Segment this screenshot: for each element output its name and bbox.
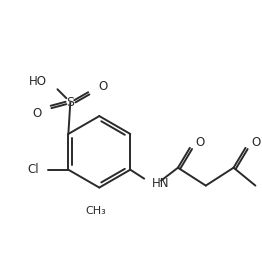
Text: HN: HN [152,177,170,190]
Text: HO: HO [29,75,46,88]
Text: S: S [66,96,74,109]
Text: O: O [32,107,42,120]
Text: CH₃: CH₃ [85,207,106,216]
Text: Cl: Cl [27,163,39,176]
Text: O: O [252,136,261,149]
Text: O: O [98,80,107,93]
Text: O: O [196,136,205,149]
